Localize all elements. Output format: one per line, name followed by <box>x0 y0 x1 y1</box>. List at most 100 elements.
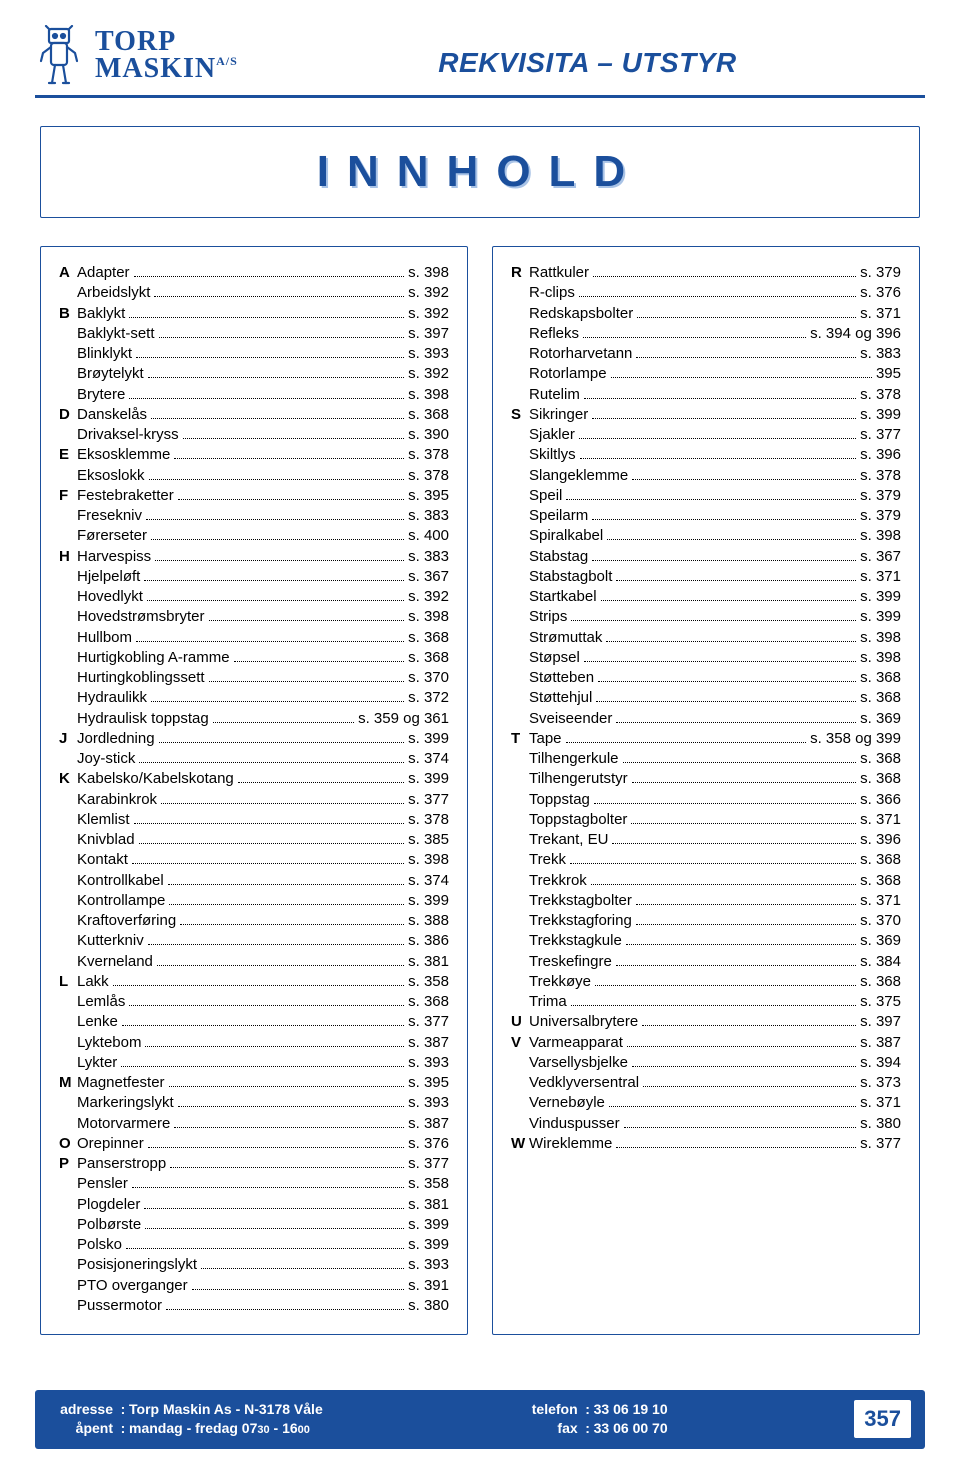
toc-label: Karabinkrok <box>77 790 157 810</box>
toc-leader-dots <box>161 803 404 804</box>
toc-letter: A <box>59 263 77 283</box>
toc-page: s. 385 <box>408 830 449 850</box>
toc-page: s. 371 <box>860 810 901 830</box>
toc-entry: Lemlåss. 368 <box>59 992 449 1012</box>
toc-label: Kabelsko/Kabelskotang <box>77 769 234 789</box>
toc-entry: Hydraulikks. 372 <box>59 688 449 708</box>
toc-page: s. 383 <box>860 344 901 364</box>
toc-page: s. 377 <box>860 425 901 445</box>
toc-page: s. 379 <box>860 263 901 283</box>
toc-columns: AAdapters. 398Arbeidslykts. 392BBaklykts… <box>40 246 920 1335</box>
footer-right: telefon : 33 06 19 10 fax : 33 06 00 70 <box>382 1400 835 1439</box>
toc-entry: Lykters. 393 <box>59 1053 449 1073</box>
toc-entry: JJordlednings. 399 <box>59 729 449 749</box>
toc-leader-dots <box>166 1309 404 1310</box>
toc-page: s. 371 <box>860 567 901 587</box>
toc-page: s. 398 <box>860 648 901 668</box>
toc-label: Vernebøyle <box>529 1093 605 1113</box>
toc-label: Startkabel <box>529 587 597 607</box>
toc-entry: Skiltlyss. 396 <box>511 445 901 465</box>
toc-page: s. 367 <box>408 567 449 587</box>
toc-column-left: AAdapters. 398Arbeidslykts. 392BBaklykts… <box>40 246 468 1335</box>
toc-leader-dots <box>132 1187 404 1188</box>
toc-label: Baklykt-sett <box>77 324 155 344</box>
toc-page: s. 399 <box>408 1235 449 1255</box>
footer-fax-key: fax <box>522 1419 582 1439</box>
toc-entry: Plogdelers. 381 <box>59 1195 449 1215</box>
toc-entry: Kraftoverførings. 388 <box>59 911 449 931</box>
toc-column-right: RRattkulers. 379R-clipss. 376Redskapsbol… <box>492 246 920 1335</box>
toc-label: Motorvarmere <box>77 1114 170 1134</box>
toc-page: s. 368 <box>408 405 449 425</box>
toc-leader-dots <box>151 539 404 540</box>
toc-entry: Trekks. 368 <box>511 850 901 870</box>
toc-letter: B <box>59 304 77 324</box>
toc-leader-dots <box>570 863 856 864</box>
toc-entry: Eksoslokks. 378 <box>59 466 449 486</box>
toc-leader-dots <box>122 1025 404 1026</box>
toc-label: Trekkstagkule <box>529 931 622 951</box>
toc-entry: Støpsels. 398 <box>511 648 901 668</box>
toc-page: s. 370 <box>860 911 901 931</box>
toc-leader-dots <box>632 479 856 480</box>
toc-letter: V <box>511 1033 529 1053</box>
toc-entry: Toppstags. 366 <box>511 790 901 810</box>
toc-letter: S <box>511 405 529 425</box>
toc-leader-dots <box>571 620 856 621</box>
toc-leader-dots <box>584 661 856 662</box>
toc-leader-dots <box>624 1127 857 1128</box>
toc-leader-dots <box>201 1268 404 1269</box>
toc-leader-dots <box>145 1046 404 1047</box>
toc-label: Fresekniv <box>77 506 142 526</box>
toc-letter: T <box>511 729 529 749</box>
toc-label: Slangeklemme <box>529 466 628 486</box>
toc-label: Trekkstagbolter <box>529 891 632 911</box>
toc-entry: Drivaksel-krysss. 390 <box>59 425 449 445</box>
toc-page: s. 399 <box>860 587 901 607</box>
toc-leader-dots <box>632 782 856 783</box>
toc-entry: Lenkes. 377 <box>59 1012 449 1032</box>
toc-label: Blinklykt <box>77 344 132 364</box>
toc-entry: Arbeidslykts. 392 <box>59 283 449 303</box>
toc-label: Festebraketter <box>77 486 174 506</box>
toc-entry: UUniversalbryteres. 397 <box>511 1012 901 1032</box>
toc-page: s. 372 <box>408 688 449 708</box>
toc-page: s. 390 <box>408 425 449 445</box>
toc-label: Spiralkabel <box>529 526 603 546</box>
toc-label: Trekkøye <box>529 972 591 992</box>
toc-leader-dots <box>144 1208 404 1209</box>
toc-label: Panserstropp <box>77 1154 166 1174</box>
toc-label: Støtteben <box>529 668 594 688</box>
toc-leader-dots <box>132 863 404 864</box>
toc-entry: Sjaklers. 377 <box>511 425 901 445</box>
toc-label: Pensler <box>77 1174 128 1194</box>
toc-label: Jordledning <box>77 729 155 749</box>
toc-entry: VVarmeapparats. 387 <box>511 1033 901 1053</box>
toc-leader-dots <box>213 722 354 723</box>
toc-leader-dots <box>566 742 807 743</box>
toc-leader-dots <box>144 580 404 581</box>
toc-entry: Kontrollkabels. 374 <box>59 871 449 891</box>
toc-leader-dots <box>178 499 404 500</box>
toc-leader-dots <box>616 722 856 723</box>
toc-page: s. 394 <box>860 1053 901 1073</box>
toc-page: s. 368 <box>860 688 901 708</box>
toc-label: Trima <box>529 992 567 1012</box>
toc-label: Eksoslokk <box>77 466 145 486</box>
toc-label: Hydraulisk toppstag <box>77 709 209 729</box>
toc-page: s. 374 <box>408 871 449 891</box>
toc-label: Polbørste <box>77 1215 141 1235</box>
toc-page: s. 368 <box>860 769 901 789</box>
toc-label: Kutterkniv <box>77 931 144 951</box>
toc-leader-dots <box>154 296 404 297</box>
footer-fax-val: 33 06 00 70 <box>594 1419 835 1439</box>
toc-page: s. 396 <box>860 445 901 465</box>
toc-entry: DDanskelåss. 368 <box>59 405 449 425</box>
toc-entry: Hydraulisk toppstags. 359 og 361 <box>59 709 449 729</box>
toc-page: s. 381 <box>408 952 449 972</box>
toc-entry: Slangeklemmes. 378 <box>511 466 901 486</box>
toc-leader-dots <box>623 762 857 763</box>
toc-entry: Posisjoneringslykts. 393 <box>59 1255 449 1275</box>
toc-entry: Baklykt-setts. 397 <box>59 324 449 344</box>
toc-entry: Hurtingkoblingssetts. 370 <box>59 668 449 688</box>
